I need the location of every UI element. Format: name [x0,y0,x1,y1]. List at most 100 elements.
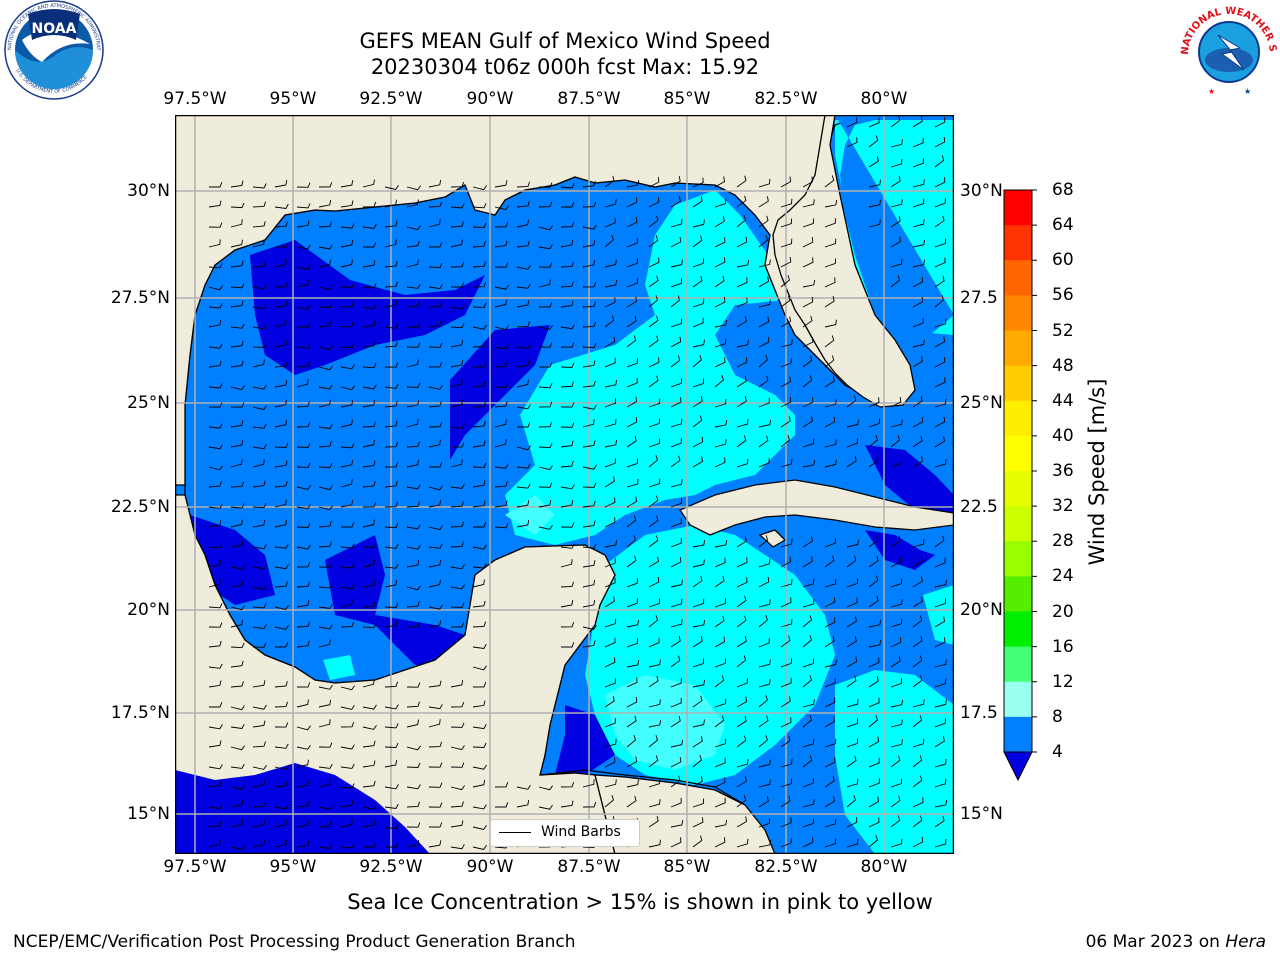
credit-left: NCEP/EMC/Verification Post Processing Pr… [13,932,576,952]
wind-barb [934,215,945,228]
wind-barb [428,719,441,728]
wind-barb [890,618,903,628]
wind-barb [692,835,703,848]
wind-barb [428,741,443,748]
wind-barb [890,158,903,168]
wind-barb [670,355,681,368]
wind-barb [560,261,575,268]
wind-barb [648,315,659,328]
wind-barb [692,436,704,448]
wind-barb [252,459,265,468]
wind-barb [560,300,574,308]
wind-barb [274,722,289,728]
wind-barb [890,236,901,248]
wind-barb [604,517,616,528]
wind-barb [274,642,289,648]
wind-barb [758,419,772,428]
colorbar-title: Wind Speed [m/s] [1085,378,1109,566]
wind-barb [890,678,903,688]
wind-barb [208,383,223,389]
wind-barb [516,300,530,308]
wind-barb [472,324,487,330]
wind-barb [494,463,509,469]
wind-barb [296,682,311,688]
wind-barb [428,361,443,368]
wind-barb [846,555,857,568]
wind-barb [868,778,880,788]
wind-barb [318,779,331,788]
wind-barb [780,256,792,268]
wind-barb [824,258,837,268]
wind-barb [934,579,948,588]
wind-barb [494,344,509,350]
wind-barb [494,439,507,448]
wind-barb [582,599,596,608]
wind-barb [363,842,377,848]
wind-barb [626,358,638,368]
wind-barb [340,282,355,288]
wind-barb [582,321,597,328]
wind-barb [604,739,617,748]
wind-barb [318,505,333,511]
wind-barb [362,460,376,468]
wind-barb [230,283,245,289]
wind-barb [846,137,858,148]
wind-barb [758,398,770,408]
wind-barb [802,556,813,568]
wind-barb [824,199,838,208]
wind-barb [824,697,836,708]
wind-barb [890,216,901,228]
wind-barb [780,435,791,448]
wind-barb [538,302,553,308]
wind-barb [934,718,946,728]
wind-barb [318,699,332,708]
wind-barb [560,239,574,248]
lat-label-right: 25°N [960,393,1003,413]
wind-barb [296,522,311,528]
wind-barb [296,640,310,648]
wind-barb [450,483,465,489]
wind-barb [670,598,683,608]
wind-barb [934,535,945,548]
wind-barb [538,383,553,389]
wind-barb [494,240,508,248]
wind-barb [846,738,859,748]
wind-barb [780,758,793,768]
colorbar-swatch [1004,260,1032,296]
colorbar-swatch [1004,225,1032,261]
wind-barb [340,342,355,349]
wind-barb [274,581,288,588]
wind-barb [758,235,769,248]
wind-barb [758,839,772,848]
wind-barb [296,744,311,750]
wind-barb [802,237,814,248]
wind-barb [208,402,223,408]
wind-barb [648,556,659,568]
wind-barb [208,343,223,349]
wind-barb [670,397,682,408]
wind-barb [406,441,420,448]
wind-barb [714,715,725,728]
lat-label-left: 20°N [127,600,170,620]
wind-barb [538,785,553,791]
wind-barb [428,485,443,491]
wind-barb [274,300,288,308]
wind-barb [230,402,245,408]
wind-barb [428,242,443,248]
wind-barb [274,442,289,448]
wind-barb [758,457,770,468]
wind-barb [714,777,726,788]
wind-barb [318,804,333,810]
wind-barb [692,695,703,708]
wind-barb [736,716,747,728]
wind-barb [230,745,245,751]
wind-barb [208,764,223,770]
wind-barb [582,224,597,230]
wind-barb [296,462,311,468]
wind-barb [406,283,421,289]
wind-barb [384,602,399,608]
wind-barb [934,177,946,188]
colorbar-tick-label: 44 [1052,390,1074,411]
wind-barb [582,640,596,648]
wind-barb [714,797,726,808]
